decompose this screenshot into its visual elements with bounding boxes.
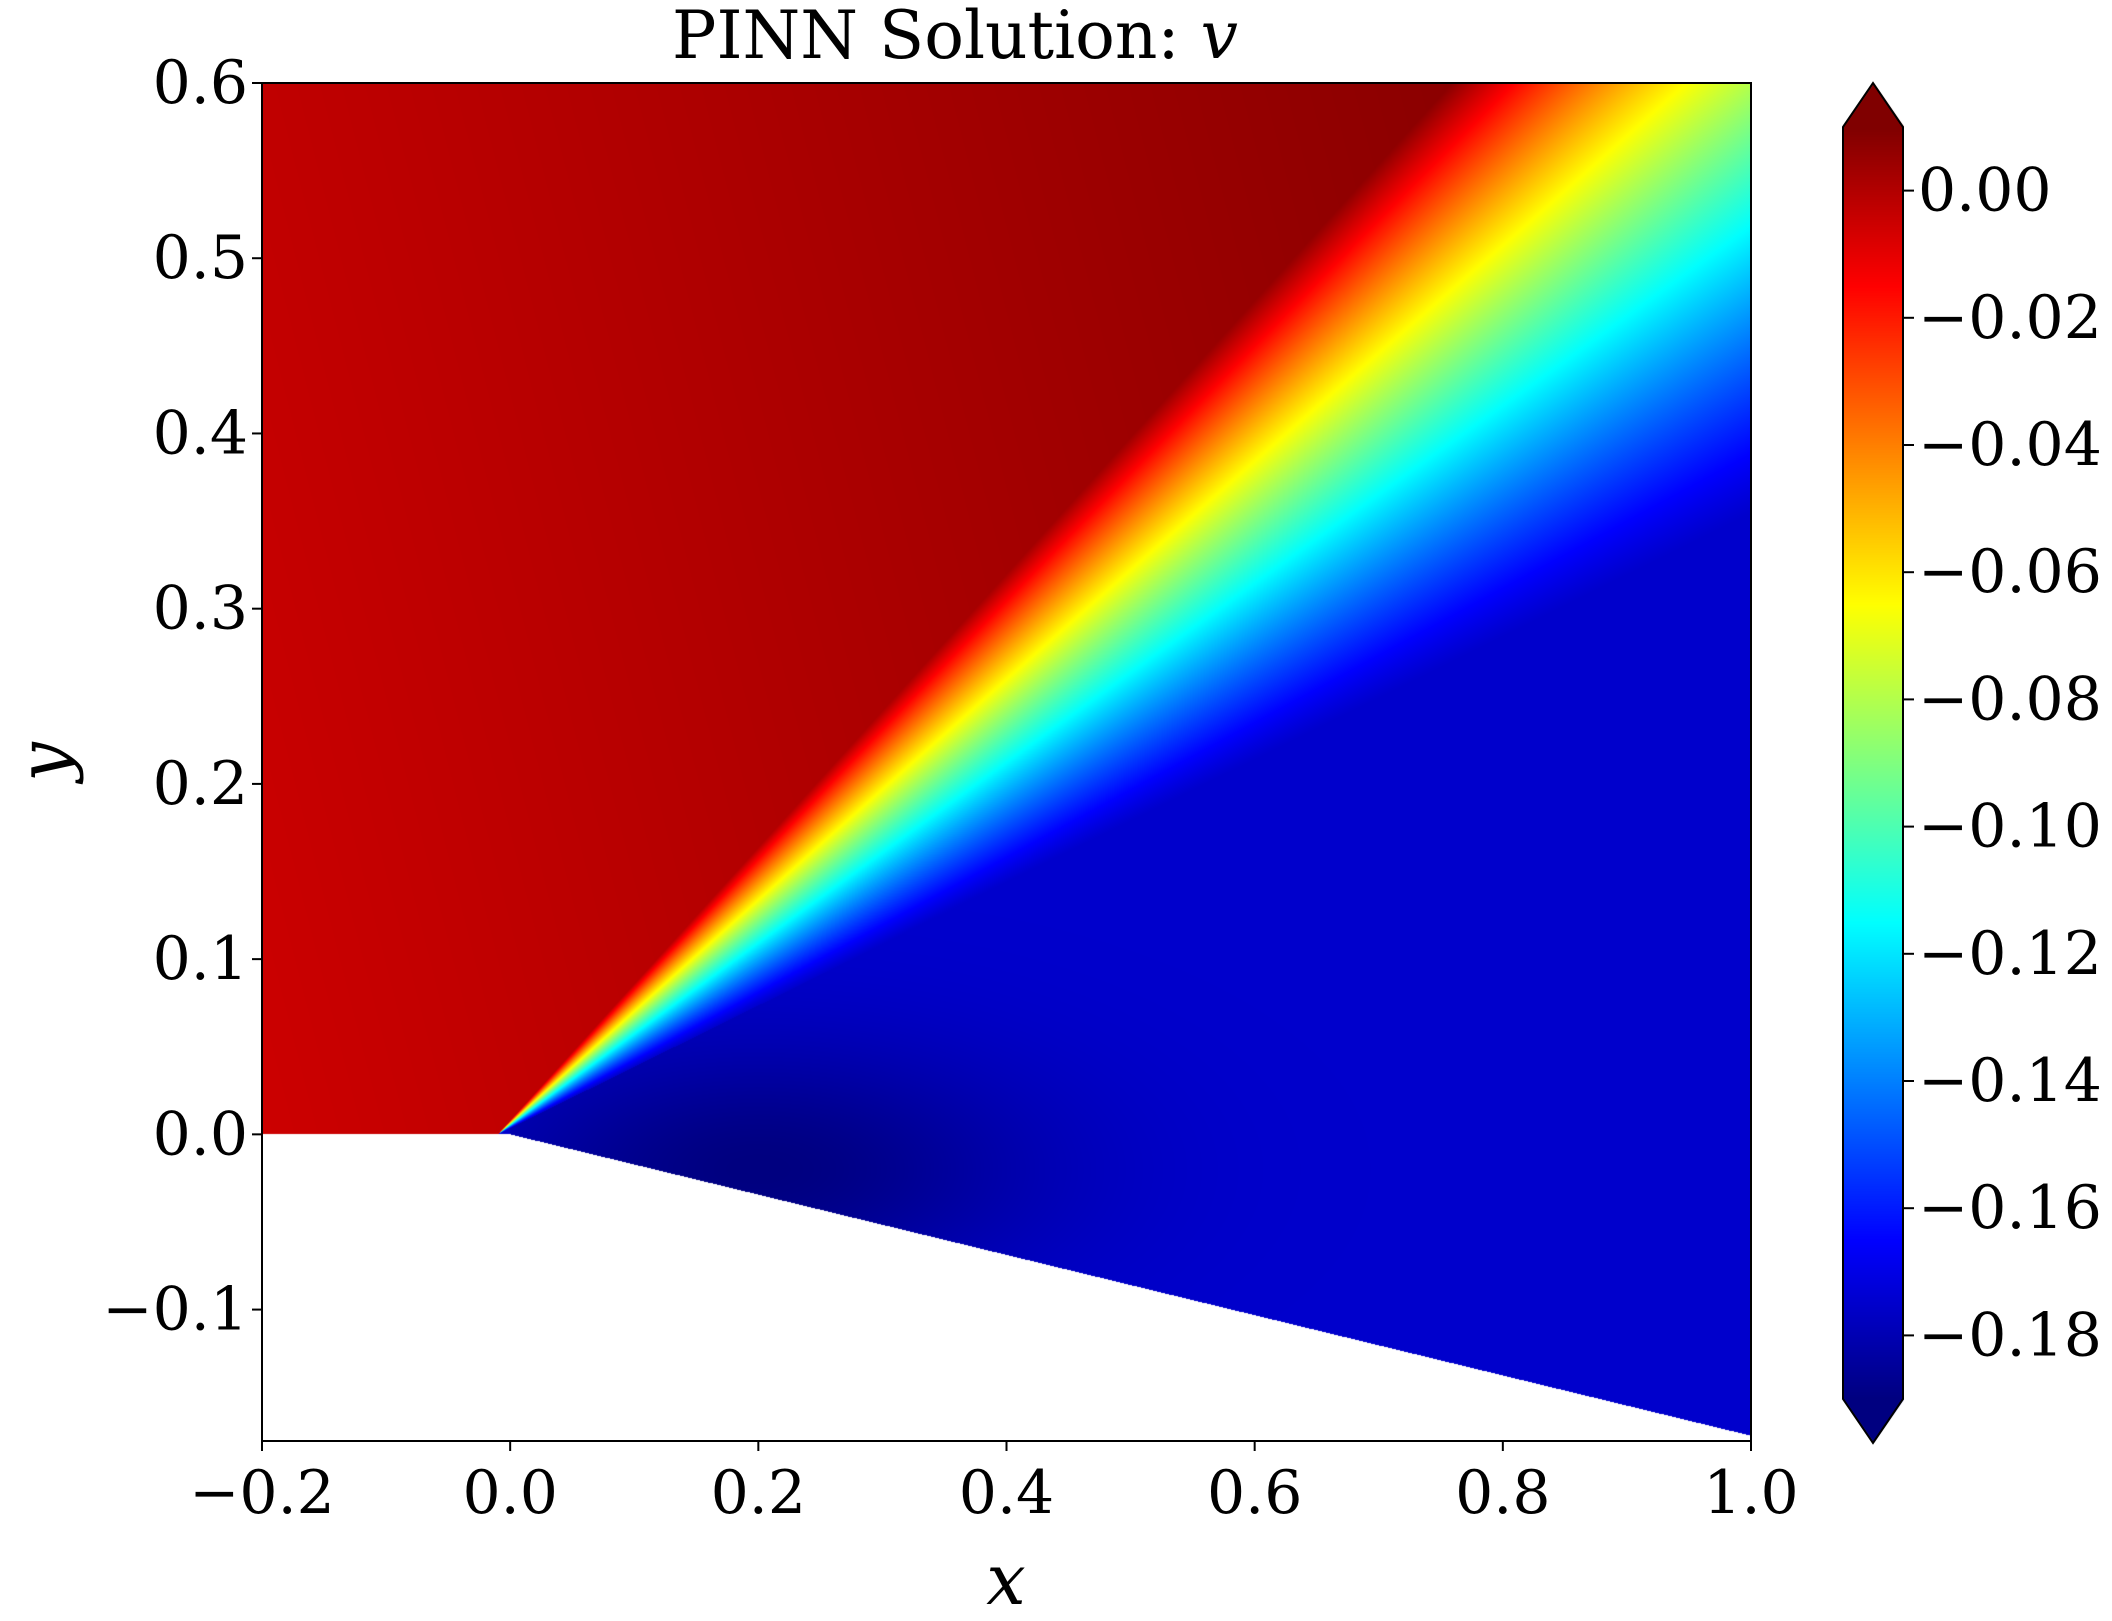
colorbar-tick-label: −0.18 (1918, 1300, 2102, 1370)
y-tick-label: −0.1 (102, 1275, 248, 1345)
y-tick-label: 0.0 (153, 1099, 248, 1169)
chart-title-variable: v (1201, 0, 1238, 74)
chart-title-text: PINN Solution: (672, 0, 1201, 74)
x-tick-label: 0.6 (1207, 1458, 1302, 1528)
x-tick-label: 0.8 (1455, 1458, 1550, 1528)
colorbar-tick-label: −0.08 (1918, 664, 2102, 734)
y-tick-label: 0.4 (153, 398, 248, 468)
colorbar-frame (1842, 81, 1904, 1445)
colorbar-tick-label: −0.02 (1918, 283, 2102, 353)
y-tick-label: 0.6 (153, 48, 248, 118)
y-axis: −0.1 0.0 0.1 0.2 0.3 0.4 0.5 0.6 (102, 48, 262, 1345)
x-tick-label: 0.2 (711, 1458, 806, 1528)
colorbar-tick-label: 0.00 (1918, 156, 2052, 226)
colorbar-tick-label: −0.04 (1918, 410, 2102, 480)
x-tick-label: 1.0 (1703, 1458, 1798, 1528)
plot-frame (261, 82, 1752, 1442)
contour-field (262, 83, 1751, 1441)
colorbar-tick-label: −0.14 (1918, 1046, 2102, 1116)
x-axis: −0.2 0.0 0.2 0.4 0.6 0.8 1.0 (189, 1441, 1799, 1528)
colorbar-gradient (1843, 83, 1904, 1443)
y-tick-label: 0.3 (153, 574, 248, 644)
x-tick-label: 0.4 (959, 1458, 1054, 1528)
x-axis-label: x (986, 1539, 1025, 1621)
y-tick-label: 0.5 (153, 223, 248, 293)
y-axis-label: y (3, 741, 85, 785)
colorbar-tick-label: −0.12 (1918, 919, 2102, 989)
colorbar-tick-label: −0.16 (1918, 1173, 2102, 1243)
colorbar-tick-label: −0.10 (1918, 792, 2102, 862)
chart-title: PINN Solution: v (672, 0, 1238, 74)
y-tick-label: 0.1 (153, 924, 248, 994)
x-tick-label: 0.0 (462, 1458, 557, 1528)
x-tick-label: −0.2 (189, 1458, 335, 1528)
y-tick-label: 0.2 (153, 749, 248, 819)
colorbar-axis: 0.00 −0.02 −0.04 −0.06 −0.08 −0.10 −0.12 −0.14 −… (1904, 156, 2102, 1370)
colorbar-tick-label: −0.06 (1918, 537, 2102, 607)
